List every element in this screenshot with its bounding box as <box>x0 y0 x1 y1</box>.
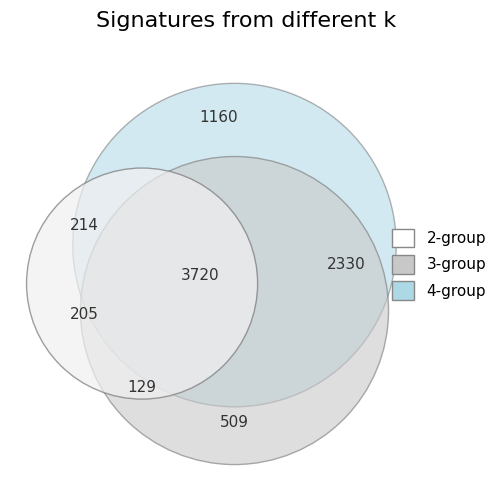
Text: 214: 214 <box>70 218 99 233</box>
Legend: 2-group, 3-group, 4-group: 2-group, 3-group, 4-group <box>386 223 492 306</box>
Text: 1160: 1160 <box>200 110 238 125</box>
Circle shape <box>73 83 396 407</box>
Circle shape <box>81 157 389 465</box>
Text: 129: 129 <box>128 380 157 395</box>
Text: 3720: 3720 <box>180 268 219 283</box>
Text: 509: 509 <box>220 415 249 430</box>
Title: Signatures from different k: Signatures from different k <box>96 11 396 31</box>
Circle shape <box>27 168 258 399</box>
Text: 205: 205 <box>70 307 99 322</box>
Text: 2330: 2330 <box>327 257 365 272</box>
